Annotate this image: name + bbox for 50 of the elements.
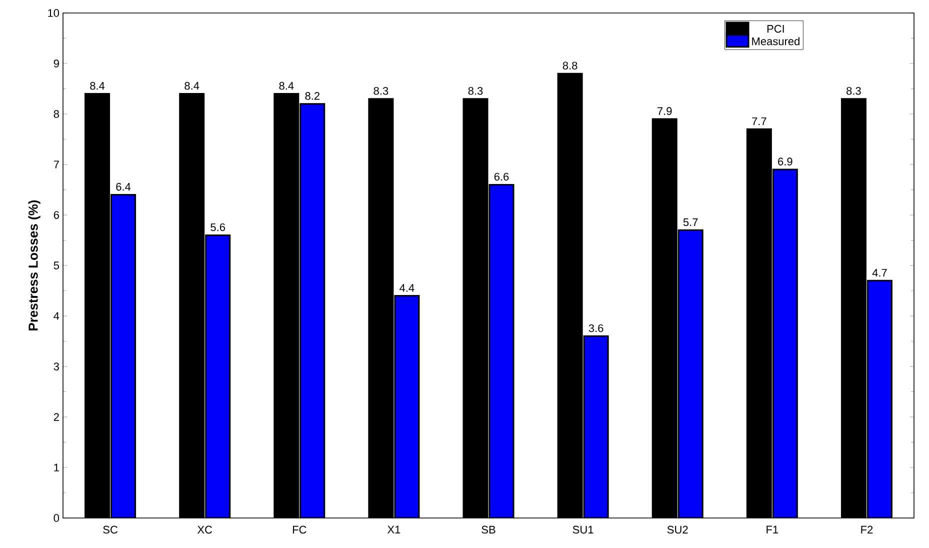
x-tick-label: F1 (766, 526, 778, 534)
x-tick-label: XC (197, 526, 212, 534)
data-label: 5.6 (210, 223, 225, 232)
data-label: 4.4 (400, 284, 414, 292)
bar (866, 280, 892, 518)
x-tick-label: FC (292, 526, 306, 534)
y-tick-label: 7 (54, 160, 59, 168)
bar (110, 194, 136, 518)
data-label: 6.6 (494, 172, 509, 181)
bar (772, 168, 798, 518)
data-label: 8.8 (562, 62, 578, 70)
data-label: 6.9 (778, 158, 792, 166)
data-label: 7.7 (752, 117, 766, 126)
data-label: 8.3 (846, 86, 861, 95)
bar (205, 234, 231, 518)
data-label: 8.3 (374, 86, 388, 95)
data-label: 5.7 (683, 218, 698, 226)
bar (678, 229, 704, 518)
y-tick-label: 9 (54, 60, 59, 68)
y-tick-label: 3 (54, 362, 59, 370)
data-label: 8.4 (184, 82, 200, 90)
y-tick-label: 8 (54, 110, 59, 118)
y-tick-label: 5 (54, 262, 60, 270)
bar (583, 335, 609, 518)
y-axis-title: Prestress Losses (%) (28, 200, 40, 330)
legend-label: Measured (752, 37, 800, 46)
data-label: 8.2 (305, 92, 320, 100)
legend-label: PCI (767, 24, 784, 33)
y-tick-label: 6 (54, 211, 59, 219)
x-tick-label: SU2 (667, 526, 688, 534)
data-label: 8.4 (90, 82, 105, 90)
data-label: 8.3 (468, 86, 483, 95)
bar (488, 184, 514, 518)
y-tick-label: 1 (54, 464, 59, 472)
bar (300, 103, 326, 518)
data-label: 7.9 (658, 107, 672, 115)
data-label: 3.6 (588, 324, 604, 332)
y-tick-label: 10 (48, 9, 60, 17)
y-tick-label: 4 (54, 312, 60, 320)
x-tick-label: F2 (861, 526, 873, 534)
data-label: 8.4 (279, 82, 294, 90)
y-tick-label: 0 (54, 514, 60, 522)
data-label: 4.7 (872, 268, 887, 277)
bar (394, 295, 420, 518)
x-tick-label: X1 (387, 526, 400, 534)
y-tick-label: 2 (54, 413, 59, 421)
x-tick-label: SC (103, 526, 118, 534)
data-label: 6.4 (116, 182, 131, 191)
x-tick-label: SB (482, 526, 496, 534)
x-tick-label: SU1 (572, 526, 594, 534)
